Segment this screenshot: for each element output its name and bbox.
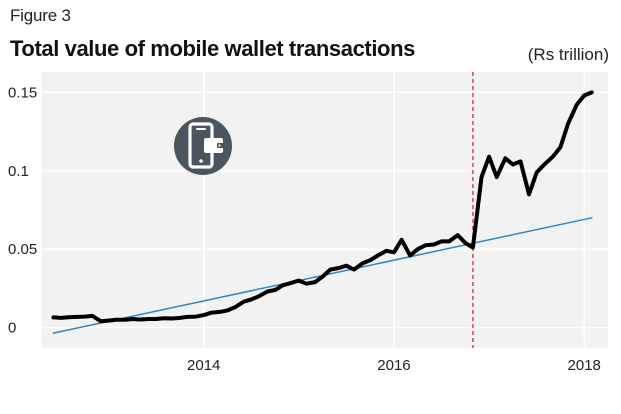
gridlines — [42, 72, 608, 348]
wallet-clasp-dot — [218, 144, 221, 147]
chart-title: Total value of mobile wallet transaction… — [10, 36, 415, 61]
series — [51, 90, 594, 334]
wallet-shape — [204, 138, 223, 153]
x-tick-label: 2018 — [568, 357, 601, 374]
y-tick-label: 0.05 — [8, 241, 37, 258]
y-tick-label: 0 — [8, 320, 16, 337]
phone-home-button — [199, 159, 203, 163]
plot-area — [42, 72, 608, 348]
x-tick-label: 2016 — [377, 357, 410, 374]
figure-label: Figure 3 — [10, 6, 71, 25]
y-tick-label: 0.1 — [8, 163, 29, 180]
y-tick-label: 0.15 — [8, 84, 37, 101]
x-tick-label: 2014 — [187, 357, 220, 374]
series-line-transactions — [51, 90, 594, 324]
tick-labels: 0 0.05 0.1 0.15 2014 2016 2018 — [8, 84, 601, 374]
units-label: (Rs trillion) — [527, 45, 609, 64]
mobile-wallet-icon — [174, 117, 232, 175]
